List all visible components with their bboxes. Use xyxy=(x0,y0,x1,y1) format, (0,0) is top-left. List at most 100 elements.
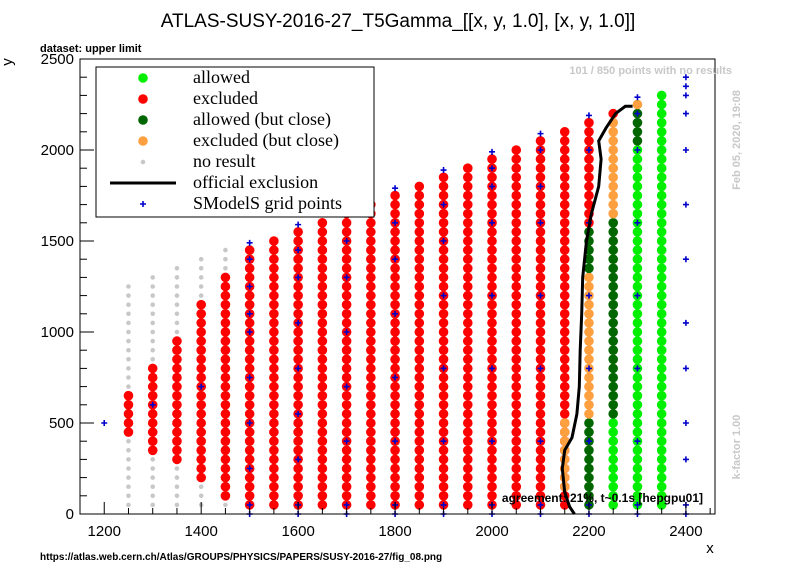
point-excluded xyxy=(220,272,231,283)
point-excluded xyxy=(366,327,376,337)
point-allowed-close xyxy=(584,472,594,483)
point-excluded xyxy=(414,309,425,319)
smodels-grid-point xyxy=(343,438,350,445)
point-excluded xyxy=(341,227,352,237)
point-no-result xyxy=(174,466,180,471)
point-allowed xyxy=(632,454,643,465)
point-excluded-close xyxy=(608,154,619,164)
point-excluded xyxy=(172,381,182,392)
x-tick-label: 1200 xyxy=(88,523,121,540)
point-no-result xyxy=(126,329,131,335)
point-excluded xyxy=(511,445,522,456)
point-excluded xyxy=(487,227,497,237)
point-excluded xyxy=(269,463,279,474)
point-excluded xyxy=(487,245,497,255)
point-allowed xyxy=(656,127,667,137)
smodels-grid-point xyxy=(682,456,689,463)
point-excluded xyxy=(559,154,570,164)
smodels-grid-point xyxy=(585,438,592,445)
point-excluded xyxy=(487,172,497,183)
legend-marker-allowed xyxy=(138,73,148,83)
point-excluded xyxy=(244,245,255,255)
point-allowed xyxy=(608,472,619,483)
point-excluded xyxy=(293,290,303,301)
x-axis: 1200 1400 1600 1800 2000 2200 2400 xyxy=(79,502,711,540)
smodels-grid-point xyxy=(634,147,641,153)
point-excluded xyxy=(559,336,570,346)
point-no-result xyxy=(126,366,131,371)
point-excluded xyxy=(317,281,328,292)
point-excluded xyxy=(172,354,182,365)
point-excluded xyxy=(269,481,279,492)
point-excluded xyxy=(511,272,522,283)
point-excluded xyxy=(414,263,425,274)
point-excluded xyxy=(366,418,376,428)
point-excluded xyxy=(511,491,522,501)
legend-marker-excluded-close xyxy=(138,136,148,146)
point-excluded xyxy=(559,290,570,301)
point-allowed xyxy=(656,427,667,437)
y-tick-label: 1000 xyxy=(41,324,74,341)
point-excluded xyxy=(269,363,279,374)
point-allowed xyxy=(632,336,643,346)
point-excluded xyxy=(414,454,425,465)
point-excluded xyxy=(172,390,182,401)
point-excluded xyxy=(341,372,352,383)
point-excluded xyxy=(438,445,449,456)
point-no-result xyxy=(174,484,180,490)
point-allowed xyxy=(656,418,667,428)
point-allowed xyxy=(632,154,643,164)
point-excluded xyxy=(196,309,206,319)
point-excluded xyxy=(269,418,279,428)
point-no-result xyxy=(126,466,131,471)
point-excluded xyxy=(317,445,328,456)
smodels-grid-point xyxy=(537,130,544,137)
point-excluded xyxy=(220,281,231,292)
point-allowed xyxy=(656,199,667,210)
legend-label: allowed xyxy=(193,67,250,87)
point-allowed xyxy=(656,445,667,456)
point-excluded xyxy=(341,427,352,437)
point-excluded-close xyxy=(608,172,619,183)
point-allowed-close xyxy=(584,491,594,501)
point-excluded xyxy=(269,400,279,410)
point-excluded xyxy=(196,409,206,419)
point-no-result xyxy=(223,247,228,253)
point-excluded xyxy=(487,309,497,319)
point-excluded xyxy=(220,390,231,401)
point-no-result xyxy=(126,284,131,289)
point-no-result xyxy=(126,448,131,453)
point-allowed-close xyxy=(608,272,619,283)
point-excluded xyxy=(293,345,303,356)
point-excluded xyxy=(511,418,522,428)
point-excluded xyxy=(366,245,376,255)
point-allowed xyxy=(632,263,643,274)
point-allowed-close xyxy=(584,454,594,465)
point-excluded xyxy=(511,481,522,492)
point-allowed xyxy=(656,354,667,365)
point-excluded xyxy=(390,272,400,283)
point-excluded xyxy=(366,263,376,274)
point-allowed xyxy=(656,190,667,201)
smodels-grid-point xyxy=(149,401,156,408)
point-excluded xyxy=(559,263,570,274)
smodels-grid-point xyxy=(246,329,253,335)
point-no-result xyxy=(150,493,156,499)
point-excluded xyxy=(293,263,303,274)
dataset-note: dataset: upper limit xyxy=(40,43,142,55)
smodels-grid-point xyxy=(101,420,108,426)
point-excluded xyxy=(366,372,376,383)
point-excluded xyxy=(462,418,473,428)
point-excluded xyxy=(535,372,546,383)
legend-label: official exclusion xyxy=(193,172,318,192)
point-no-result xyxy=(126,357,131,362)
point-allowed-close xyxy=(608,327,619,337)
point-allowed xyxy=(608,436,619,447)
point-excluded xyxy=(293,236,303,246)
point-excluded xyxy=(535,472,546,483)
kfactor-note: k-factor 1.00 xyxy=(731,415,743,480)
point-allowed xyxy=(632,427,643,437)
smodels-grid-point xyxy=(392,256,399,263)
smodels-grid-point xyxy=(682,365,689,372)
point-excluded xyxy=(147,372,158,383)
